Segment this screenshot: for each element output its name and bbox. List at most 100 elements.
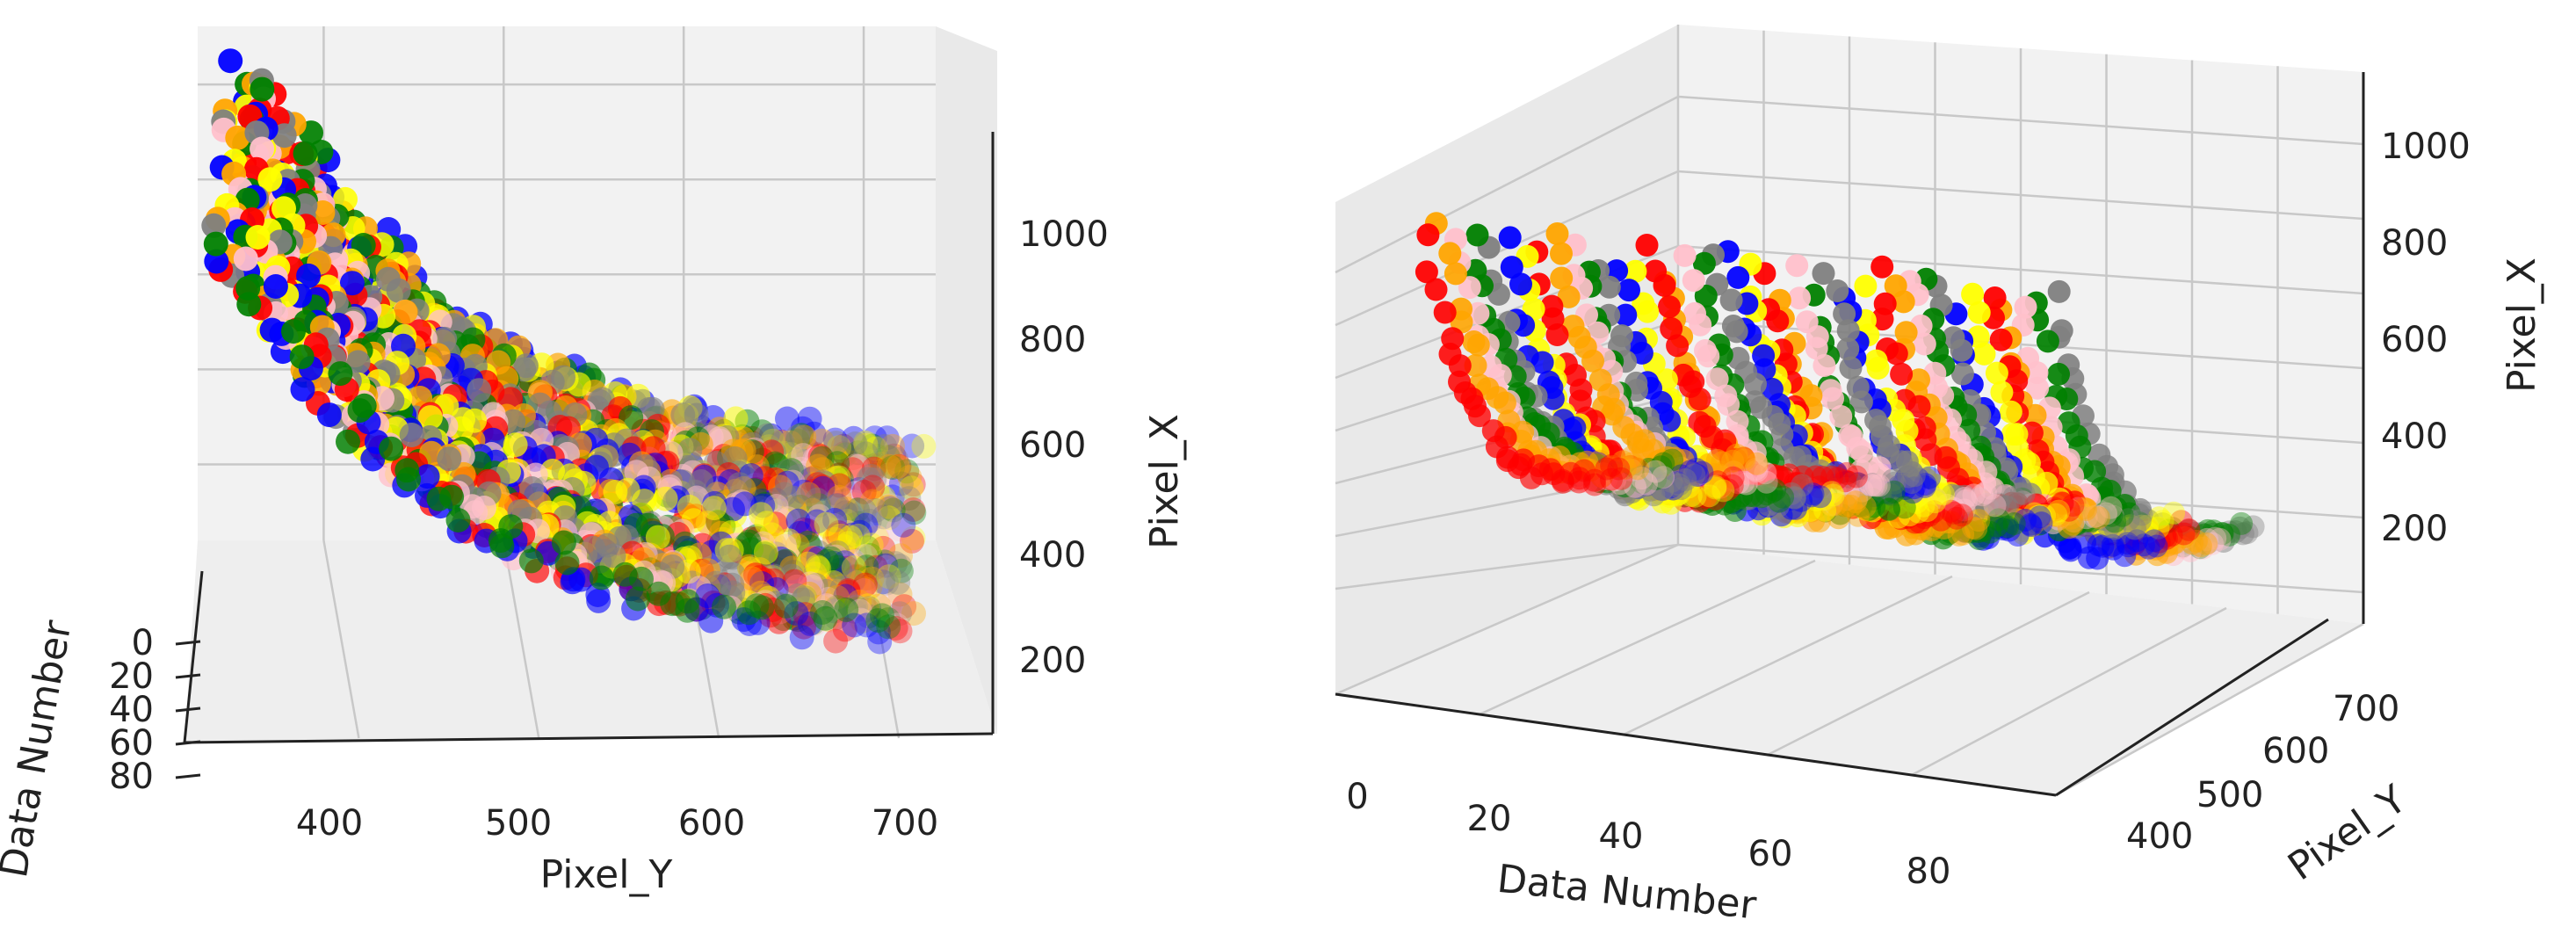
left-scatter-point	[831, 598, 857, 623]
left-scatter-point	[857, 543, 883, 568]
left-y-tick: 0	[132, 623, 154, 663]
left-scatter-point	[854, 566, 879, 590]
right-scatter-point	[2218, 520, 2241, 544]
right-scatter-point	[1433, 301, 1457, 324]
left-scatter-point	[831, 560, 857, 585]
left-scatter-point	[822, 507, 848, 532]
left-scatter-point	[754, 544, 778, 569]
left-z-tick: 600	[1019, 425, 1086, 466]
left-scatter-point	[867, 629, 893, 655]
right-x-tick: 60	[1748, 834, 1793, 874]
left-scatter-point	[761, 568, 786, 593]
left-side-pane	[936, 26, 997, 734]
left-scatter-point	[850, 608, 875, 634]
left-scatter-point	[236, 292, 262, 317]
left-scatter-point	[872, 433, 898, 459]
left-scatter-point	[828, 511, 853, 537]
left-scatter-point	[857, 574, 883, 599]
left-scatter-point	[843, 431, 868, 456]
left-scatter-point	[782, 438, 807, 464]
left-scatter-point	[797, 548, 822, 573]
left-scatter-point	[811, 472, 836, 497]
left-scatter-point	[886, 569, 911, 595]
left-scatter-point	[845, 523, 871, 548]
left-scatter-point	[858, 532, 884, 558]
left-scatter-point	[875, 445, 901, 470]
right-scatter-point	[2095, 502, 2117, 525]
left-axes	[183, 132, 995, 744]
left-scatter-point	[814, 578, 839, 604]
left-scatter-point	[731, 438, 756, 463]
left-scatter-point	[855, 535, 879, 561]
left-scatter-point	[802, 611, 828, 636]
right-scatter-point	[1666, 334, 1690, 358]
right-gridline	[1677, 244, 2364, 295]
right-scatter-point	[2136, 520, 2160, 544]
left-scatter-point	[874, 425, 900, 451]
left-scatter-point	[805, 472, 830, 497]
left-scatter-point	[289, 344, 315, 370]
right-scatter-point	[2203, 526, 2227, 550]
left-scatter-point	[815, 607, 841, 633]
left-scatter-point	[859, 433, 885, 459]
right-scatter-point	[1839, 356, 1863, 380]
left-scatter-point	[837, 525, 863, 550]
left-scatter-point	[852, 576, 878, 602]
left-scatter-point	[737, 612, 762, 636]
left-scatter-point	[824, 550, 850, 575]
left-scatter-point	[743, 562, 768, 588]
left-scatter-point	[804, 446, 829, 471]
right-scatter-point	[1545, 222, 1569, 245]
left-scatter-point	[802, 569, 828, 594]
left-scatter-point	[886, 453, 912, 479]
right-scatter-point	[2224, 520, 2247, 544]
left-scatter-point	[771, 606, 796, 632]
left-scatter-point	[386, 278, 411, 303]
left-scatter-point	[755, 423, 780, 448]
right-scatter-point	[2172, 525, 2196, 549]
left-scatter-point	[888, 558, 914, 583]
right-scatter-point	[2085, 504, 2109, 528]
left-scatter-point	[770, 430, 795, 455]
left-scatter-point	[792, 602, 818, 627]
right-scatter-point	[1890, 362, 1914, 386]
left-scatter-point	[822, 597, 848, 622]
left-scatter-point	[758, 423, 784, 448]
right-scatter-point	[1854, 274, 1878, 298]
right-scatter-point	[1416, 223, 1440, 247]
left-scatter-point	[774, 470, 800, 496]
left-scatter-point	[801, 465, 827, 490]
left-scatter-point	[843, 597, 869, 622]
left-scatter-point	[296, 263, 322, 288]
left-scatter-point	[818, 608, 843, 633]
right-scatter-point	[1867, 474, 1891, 497]
left-scatter-point	[503, 432, 528, 458]
right-scatter-point	[1989, 328, 2013, 351]
left-scatter-point	[779, 563, 805, 589]
left-scatter-point	[871, 569, 896, 595]
left-scatter-point	[821, 550, 846, 576]
right-scatter-point	[1673, 243, 1697, 267]
left-scatter-point	[749, 502, 774, 527]
left-scatter-point	[833, 442, 858, 467]
left-scatter-point	[853, 441, 879, 467]
right-gridline	[2055, 622, 2364, 797]
left-scatter-point	[827, 462, 852, 488]
left-scatter-point	[828, 557, 853, 583]
left-scatter-point	[845, 453, 871, 479]
left-scatter-point	[806, 493, 831, 518]
left-scatter-point	[814, 511, 839, 537]
left-scatter-point	[796, 482, 821, 507]
right-scatter-point	[1766, 309, 1790, 333]
right-scatter-point	[1745, 452, 1769, 475]
left-scatter-point	[744, 593, 770, 619]
right-scatter-point	[2062, 510, 2086, 533]
right-scatter-point	[2181, 532, 2204, 555]
left-scatter-point	[393, 299, 418, 324]
right-scatter-point	[2087, 506, 2110, 530]
right-scatter-point	[2036, 330, 2059, 353]
right-scatter-point	[2184, 529, 2208, 553]
left-scatter-point	[339, 271, 365, 296]
left-scatter-point	[842, 489, 867, 515]
left-scatter-point	[847, 477, 872, 502]
